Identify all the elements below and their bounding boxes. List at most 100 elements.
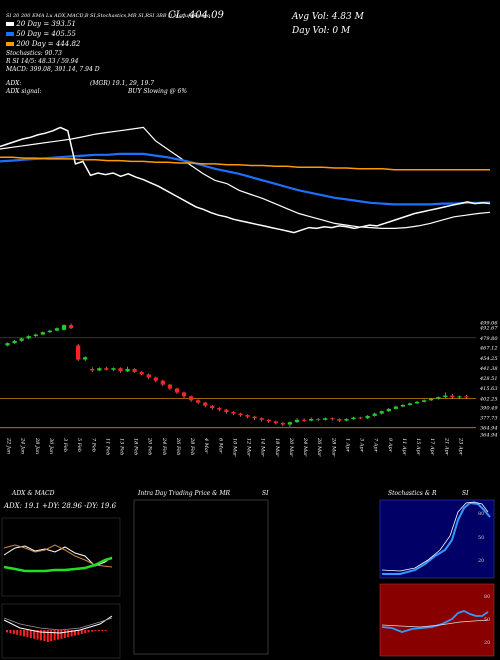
ema-line-1 [0, 152, 491, 206]
macd-hist-bar [91, 630, 93, 632]
date-label: 6 Mar [217, 438, 223, 454]
candle-body [203, 402, 208, 406]
date-label: 5 Feb [76, 438, 82, 452]
candle-body [139, 372, 144, 375]
macd-hist-bar [60, 630, 63, 639]
adx-label: ADX: [6, 80, 22, 87]
macd-hist-bar [74, 630, 76, 636]
y-tick-label: 467.12 [479, 346, 498, 352]
candle-body [400, 404, 406, 407]
candle-body [421, 400, 427, 402]
candle-body [167, 384, 173, 389]
stoch-d-line [381, 501, 489, 572]
macd-hist-bar [6, 630, 8, 633]
candle-body [316, 419, 321, 421]
y-tick-label: 492.67 [479, 326, 498, 332]
candle-body [436, 397, 441, 399]
stoch-title: Stochastics & R [388, 490, 437, 497]
close-label: CL: 404.09 [168, 10, 224, 21]
date-label: 9 Apr [387, 438, 393, 453]
candle-body [266, 419, 271, 422]
day-vol-label: Day Vol: 0 M [292, 26, 351, 36]
rsi-signal-line [381, 619, 489, 628]
adx-readout: ADX: 19.1 +DY: 28.96 -DY: 19.6 [4, 502, 117, 510]
candle-body [351, 417, 356, 420]
candle-body [132, 368, 137, 373]
date-label: 22 Jan [6, 437, 12, 454]
macd-hist-bar [63, 630, 66, 638]
macd-hist-bar [36, 630, 39, 640]
y-tick-label: 415.63 [479, 386, 498, 392]
ema200-legend: 200 Day = 444.82 [6, 40, 80, 48]
candle-body [287, 422, 293, 425]
macd-hist-bar [43, 630, 46, 642]
date-label: 24 Mar [302, 437, 308, 457]
macd-hist-bar [29, 630, 32, 638]
adx-line-1 [3, 544, 113, 568]
rsi-tick: 20 [484, 640, 490, 646]
mr-si-label: SI [262, 490, 269, 497]
rsi-line [381, 610, 489, 633]
candle-body [294, 419, 300, 423]
candle-body [414, 401, 420, 404]
macd-hist-bar [33, 630, 36, 639]
date-label: 20 Mar [288, 437, 294, 457]
adx-values: (MGR) 19.1, 29, 19.7 [90, 80, 155, 87]
macd-hist-bar [50, 630, 53, 642]
date-label: 18 Mar [274, 438, 280, 457]
candle-body [83, 357, 88, 360]
date-label: 17 Apr [429, 438, 435, 456]
mr-title: Intra Day Trading Price & MR [138, 490, 231, 497]
candle-body [393, 406, 398, 409]
candle-body [47, 330, 53, 333]
macd-hist-bar [40, 630, 42, 641]
date-label: 3 Apr [359, 438, 365, 453]
date-label: 7 Apr [373, 438, 379, 453]
macd-hist-bar [46, 630, 49, 642]
stoch-tick: 50 [478, 535, 484, 541]
stoch-si-label: SI [462, 490, 469, 497]
y-tick-label: 402.25 [479, 397, 498, 403]
date-label: 10 Mar [231, 438, 237, 457]
ema50-legend: 50 Day = 405.55 [6, 30, 76, 38]
adx-panel-box [1, 517, 121, 597]
y-tick-label: 428.51 [479, 376, 498, 382]
date-label: 3 Feb [62, 438, 68, 452]
y-tick-label: 364.94 [480, 426, 498, 432]
candle-body [309, 419, 314, 421]
date-label: 30 Jan [48, 438, 54, 454]
candle-body [231, 412, 236, 414]
candle-body [245, 415, 250, 417]
date-label: 14 Mar [260, 438, 266, 457]
candle-body [90, 368, 95, 371]
candle-body [210, 405, 215, 409]
macd-hist-bar [16, 630, 19, 635]
macd-hist-bar [53, 630, 56, 641]
stochastics-readout: Stochastics: 90.73 [6, 50, 62, 57]
date-label: 11 Feb [104, 438, 110, 455]
candle-body [5, 343, 10, 346]
adx-macd-title: ADX & MACD [12, 490, 55, 497]
candle-body [196, 400, 201, 403]
price-close-line [0, 126, 491, 234]
candle-body [464, 396, 469, 398]
macd-line [3, 615, 113, 634]
candle-body [379, 411, 384, 414]
candle-body [54, 328, 60, 331]
macd-hist-bar [94, 630, 97, 631]
macd-hist-bar [101, 630, 104, 631]
macd-hist-bar [84, 630, 87, 634]
date-label: 26 Feb [175, 437, 181, 455]
candle-body [19, 338, 24, 341]
rsi-readout: R SI 14/5: 48.33 / 59.94 [6, 58, 79, 65]
candle-body [111, 368, 116, 370]
date-label: 26 Mar [316, 437, 322, 457]
candle-body [330, 418, 335, 420]
candle-body [273, 421, 278, 423]
stoch-panel-box [379, 499, 495, 579]
candle-body [450, 395, 455, 398]
macd-hist-bar [97, 630, 100, 631]
candle-body [365, 415, 370, 419]
candle-body [160, 380, 165, 385]
date-label: 15 Apr [415, 438, 421, 456]
